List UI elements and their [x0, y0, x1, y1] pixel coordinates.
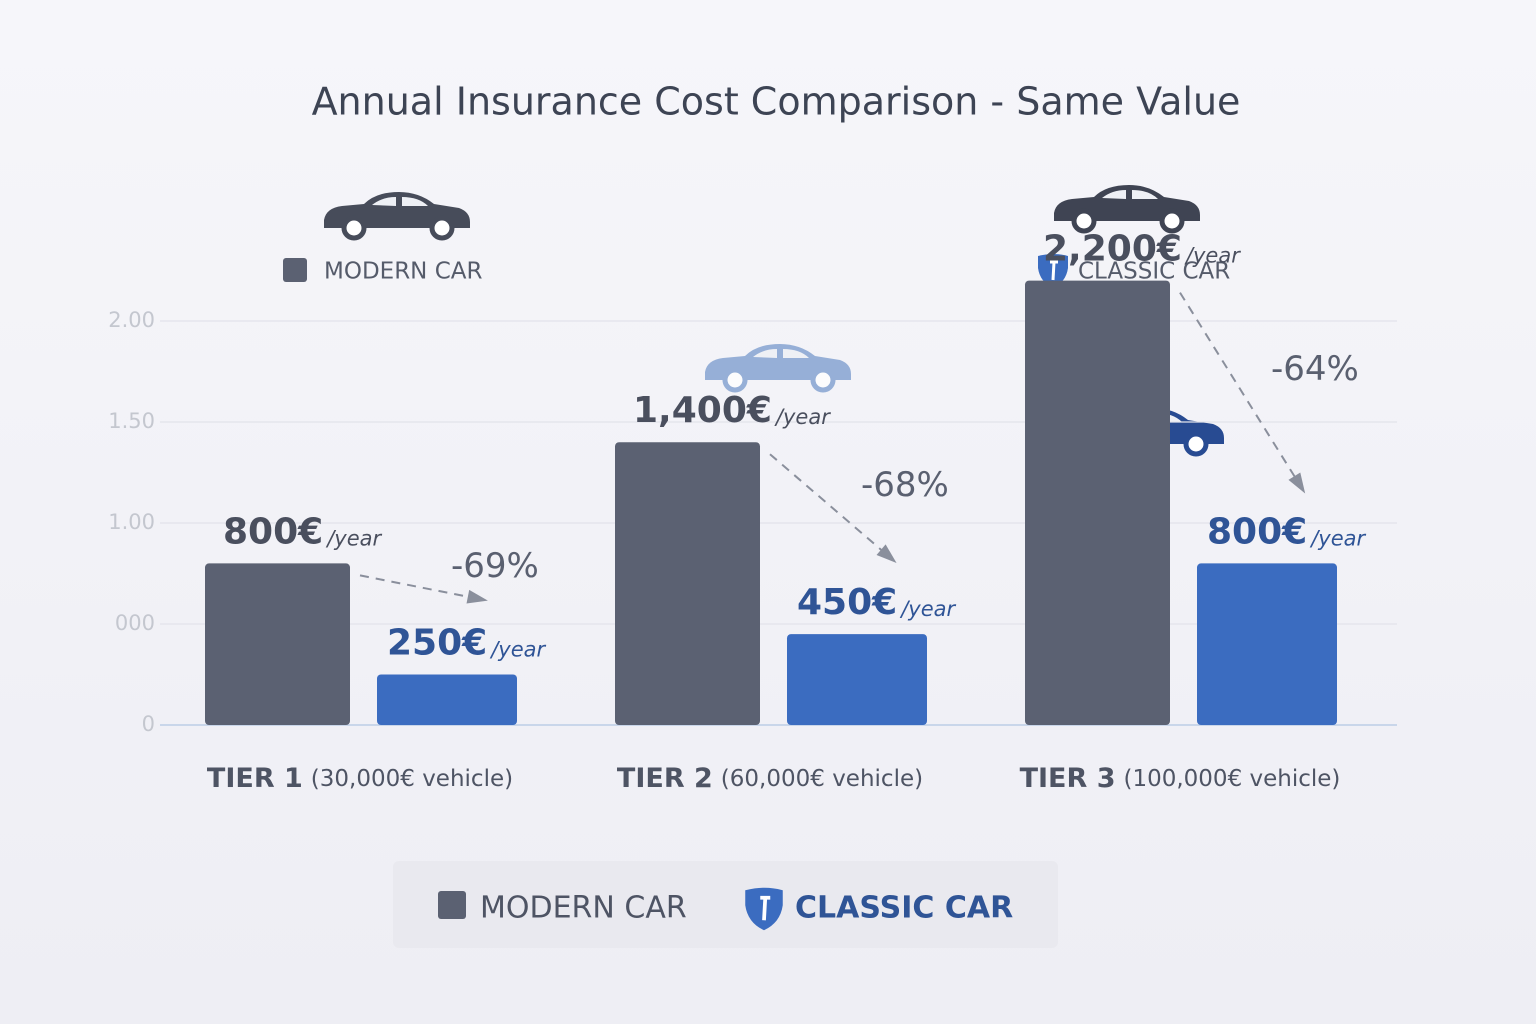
arrow: [1179, 292, 1303, 489]
value-label: 800€/year: [223, 511, 382, 552]
chart-title: Annual Insurance Cost Comparison - Same …: [312, 80, 1241, 124]
arrow-head: [876, 544, 897, 564]
y-tick-label: 000: [115, 611, 155, 635]
value: 450€: [797, 582, 897, 623]
value-label: 2,200€/year: [1043, 229, 1241, 270]
value: 800€: [223, 511, 323, 552]
bar: [787, 634, 927, 725]
category: TIER 1: [207, 763, 303, 794]
value-suffix: /year: [774, 405, 831, 429]
value-suffix: /year: [325, 526, 382, 550]
arrow-head: [1288, 472, 1306, 494]
bar: [205, 563, 350, 725]
x-tick-label: TIER 2 (60,000€ vehicle): [617, 763, 923, 794]
bar: [377, 674, 517, 725]
value-label: 250€/year: [387, 623, 546, 664]
y-tick-label: 2.00: [108, 308, 155, 332]
annotation: -68%: [861, 465, 949, 505]
category: TIER 2: [617, 763, 713, 794]
y-tick-label: 0: [142, 712, 155, 736]
y-tick-label: 1.50: [108, 409, 155, 433]
bar: [1197, 563, 1337, 725]
legend-label: MODERN CAR: [324, 259, 482, 285]
value-suffix: /year: [1184, 244, 1241, 268]
y-tick-label: 1.00: [108, 510, 155, 534]
legend-swatch: [283, 258, 307, 282]
value: 250€: [387, 623, 487, 664]
category-detail: (60,000€ vehicle): [721, 766, 923, 792]
category-detail: (100,000€ vehicle): [1123, 766, 1340, 792]
legend-swatch: [438, 891, 466, 919]
legend-label: MODERN CAR: [480, 891, 687, 926]
value: 1,400€: [633, 390, 772, 431]
x-tick-label: TIER 1 (30,000€ vehicle): [207, 763, 513, 794]
legend-label: CLASSIC CAR: [795, 891, 1013, 926]
value: 800€: [1207, 511, 1307, 552]
bar: [615, 442, 760, 725]
legend-label: CLASSIC CAR: [1078, 259, 1230, 285]
annotation: -64%: [1271, 349, 1359, 389]
value-suffix: /year: [899, 597, 956, 621]
value-label: 450€/year: [797, 582, 956, 623]
value-suffix: /year: [1309, 526, 1366, 550]
value-suffix: /year: [489, 638, 546, 662]
annotation: -69%: [451, 546, 539, 586]
category-detail: (30,000€ vehicle): [311, 766, 513, 792]
value-label: 1,400€/year: [633, 390, 831, 431]
value: 2,200€: [1043, 229, 1182, 270]
arrow-head: [466, 589, 488, 604]
legend-box: [393, 861, 1058, 948]
arrow: [359, 574, 483, 601]
category: TIER 3: [1020, 763, 1116, 794]
value-label: 800€/year: [1207, 511, 1366, 552]
bar: [1025, 280, 1170, 725]
arrow: [769, 453, 893, 560]
x-tick-label: TIER 3 (100,000€ vehicle): [1020, 763, 1341, 794]
